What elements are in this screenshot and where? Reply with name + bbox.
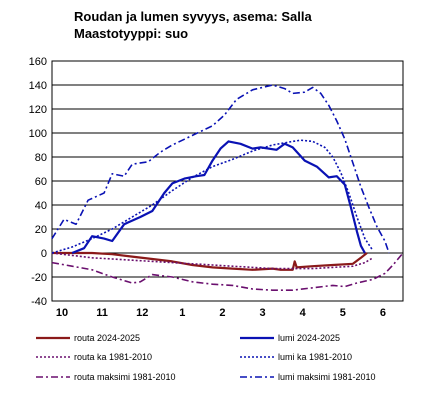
y-tick-label: 60 <box>35 176 47 188</box>
x-tick-label: 6 <box>380 307 386 319</box>
series-line-4 <box>51 252 404 291</box>
legend-label-5: lumi maksimi 1981-2010 <box>278 372 376 382</box>
y-tick-label: -40 <box>31 296 47 308</box>
series-line-1 <box>71 140 366 255</box>
plot-frame <box>51 60 404 302</box>
x-tick-label: 12 <box>136 307 148 319</box>
chart-title: Roudan ja lumen syvyys, asema: Salla <box>74 9 312 24</box>
series-line-2 <box>51 252 374 270</box>
chart-subtitle: Maastotyyppi: suo <box>74 26 189 41</box>
y-tick-label: 20 <box>35 224 47 236</box>
y-tick-label: 140 <box>29 80 47 92</box>
y-tick-label: 40 <box>35 200 47 212</box>
y-tick-label: 80 <box>35 152 47 164</box>
legend-label-3: lumi ka 1981-2010 <box>278 352 352 362</box>
x-tick-label: 11 <box>96 307 108 319</box>
series-line-3 <box>51 139 374 254</box>
x-tick-label: 5 <box>340 307 346 319</box>
y-tick-label: -20 <box>31 272 47 284</box>
series-line-5 <box>51 84 390 254</box>
legend-label-1: lumi 2024-2025 <box>278 333 340 343</box>
x-tick-label: 4 <box>300 307 307 319</box>
x-tick-label: 1 <box>179 307 185 319</box>
legend-label-4: routa maksimi 1981-2010 <box>74 372 176 382</box>
x-tick-label: 10 <box>56 307 68 319</box>
title-block: Roudan ja lumen syvyys, asema: Salla Maa… <box>74 8 312 42</box>
legend-label-2: routa ka 1981-2010 <box>74 352 152 362</box>
y-tick-label: 100 <box>29 128 47 140</box>
y-tick-label: 120 <box>29 104 47 116</box>
y-tick-label: 0 <box>41 248 47 260</box>
legend-label-0: routa 2024-2025 <box>74 333 140 343</box>
series-line-0 <box>52 251 368 271</box>
y-tick-label: 160 <box>29 56 47 68</box>
x-tick-label: 3 <box>260 307 266 319</box>
x-tick-label: 2 <box>219 307 225 319</box>
